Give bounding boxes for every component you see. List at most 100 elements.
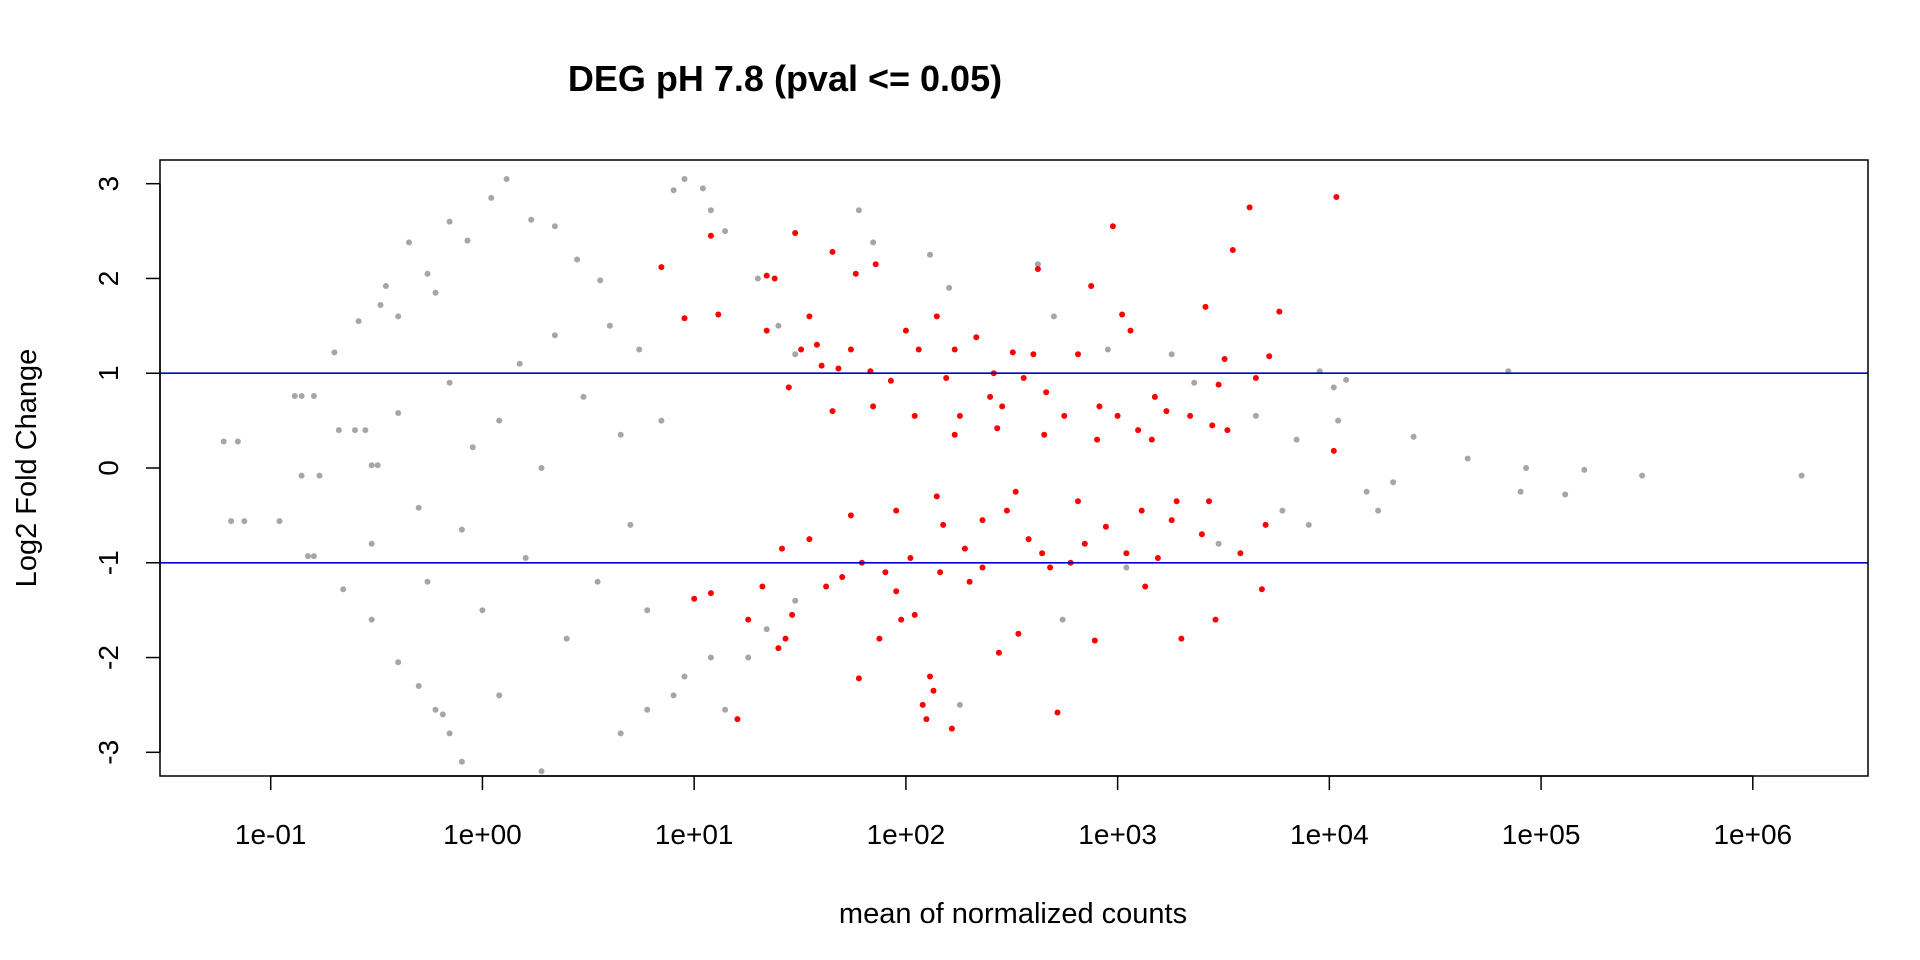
point-significant bbox=[806, 536, 813, 543]
point-significant bbox=[782, 635, 789, 642]
chart-title: DEG pH 7.8 (pval <= 0.05) bbox=[568, 58, 1002, 99]
point-nonsignificant bbox=[580, 393, 587, 400]
point-nonsignificant bbox=[362, 427, 369, 434]
point-nonsignificant bbox=[681, 176, 688, 182]
point-nonsignificant bbox=[754, 275, 761, 282]
point-significant bbox=[999, 403, 1006, 410]
point-nonsignificant bbox=[1050, 313, 1057, 320]
point-significant bbox=[1154, 555, 1161, 561]
x-tick-label: 1e+04 bbox=[1290, 819, 1369, 850]
point-significant bbox=[771, 275, 778, 282]
point-nonsignificant bbox=[946, 284, 953, 291]
point-nonsignificant bbox=[775, 322, 782, 329]
point-nonsignificant bbox=[298, 472, 305, 479]
point-significant bbox=[798, 346, 805, 353]
x-tick-label: 1e+06 bbox=[1713, 819, 1792, 850]
point-significant bbox=[1266, 353, 1273, 360]
x-axis-label: mean of normalized counts bbox=[839, 898, 1187, 930]
point-nonsignificant bbox=[699, 185, 706, 192]
point-nonsignificant bbox=[368, 540, 375, 547]
point-nonsignificant bbox=[310, 393, 317, 399]
point-significant bbox=[898, 616, 905, 623]
point-significant bbox=[1030, 351, 1037, 358]
point-nonsignificant bbox=[298, 393, 305, 399]
x-tick-label: 1e+05 bbox=[1502, 819, 1581, 850]
point-significant bbox=[1212, 616, 1219, 623]
point-significant bbox=[759, 583, 766, 590]
point-significant bbox=[1148, 436, 1155, 443]
point-nonsignificant bbox=[424, 270, 431, 277]
point-significant bbox=[927, 673, 933, 680]
point-significant bbox=[775, 645, 782, 652]
point-significant bbox=[1127, 327, 1134, 334]
point-nonsignificant bbox=[870, 239, 877, 246]
point-nonsignificant bbox=[792, 351, 799, 358]
point-significant bbox=[1276, 308, 1283, 315]
point-nonsignificant bbox=[316, 472, 323, 479]
point-nonsignificant bbox=[722, 228, 729, 235]
point-nonsignificant bbox=[1798, 472, 1805, 479]
point-nonsignificant bbox=[1390, 479, 1397, 486]
point-significant bbox=[893, 588, 900, 595]
point-significant bbox=[1173, 498, 1180, 505]
point-significant bbox=[813, 341, 820, 348]
point-significant bbox=[915, 346, 922, 353]
point-nonsignificant bbox=[395, 659, 402, 666]
point-nonsignificant bbox=[617, 431, 624, 438]
point-nonsignificant bbox=[1104, 346, 1111, 353]
point-nonsignificant bbox=[488, 194, 495, 201]
point-nonsignificant bbox=[503, 176, 510, 182]
point-nonsignificant bbox=[644, 607, 651, 614]
point-nonsignificant bbox=[670, 692, 677, 699]
point-nonsignificant bbox=[597, 277, 604, 284]
significant-points bbox=[658, 194, 1340, 732]
y-tick-label: 2 bbox=[93, 271, 124, 287]
point-significant bbox=[887, 377, 894, 384]
point-nonsignificant bbox=[305, 553, 311, 560]
x-tick-label: 1e+01 bbox=[655, 819, 734, 850]
point-significant bbox=[852, 270, 859, 277]
y-tick-label: -1 bbox=[93, 550, 124, 575]
point-significant bbox=[870, 403, 877, 410]
point-nonsignificant bbox=[1335, 417, 1342, 424]
point-significant bbox=[907, 555, 914, 561]
point-significant bbox=[1209, 422, 1216, 429]
point-significant bbox=[1041, 431, 1048, 438]
point-nonsignificant bbox=[528, 216, 535, 223]
point-nonsignificant bbox=[377, 302, 384, 308]
point-significant bbox=[785, 384, 792, 391]
point-nonsignificant bbox=[1059, 616, 1066, 623]
point-significant bbox=[1135, 427, 1142, 434]
point-nonsignificant bbox=[538, 465, 545, 471]
point-significant bbox=[1246, 204, 1253, 211]
point-nonsignificant bbox=[335, 427, 342, 434]
point-nonsignificant bbox=[855, 207, 862, 214]
point-nonsignificant bbox=[644, 706, 651, 713]
point-significant bbox=[1081, 540, 1088, 547]
point-nonsignificant bbox=[415, 504, 422, 511]
point-significant bbox=[745, 616, 752, 623]
point-significant bbox=[792, 230, 799, 236]
point-significant bbox=[961, 545, 968, 552]
point-nonsignificant bbox=[1293, 436, 1300, 443]
point-significant bbox=[1215, 381, 1222, 388]
y-tick-label: 1 bbox=[93, 365, 124, 381]
point-nonsignificant bbox=[496, 417, 503, 424]
point-significant bbox=[734, 716, 741, 723]
point-significant bbox=[973, 334, 980, 341]
point-nonsignificant bbox=[310, 553, 317, 560]
point-significant bbox=[882, 569, 889, 576]
point-nonsignificant bbox=[458, 526, 465, 533]
point-nonsignificant bbox=[763, 626, 770, 633]
point-nonsignificant bbox=[681, 673, 688, 680]
point-nonsignificant bbox=[228, 518, 235, 525]
point-significant bbox=[707, 590, 714, 597]
point-significant bbox=[995, 649, 1002, 656]
point-significant bbox=[1142, 583, 1149, 590]
point-nonsignificant bbox=[551, 223, 558, 230]
point-significant bbox=[872, 261, 879, 268]
point-nonsignificant bbox=[956, 701, 963, 708]
point-nonsignificant bbox=[446, 379, 453, 386]
point-significant bbox=[1258, 586, 1265, 593]
